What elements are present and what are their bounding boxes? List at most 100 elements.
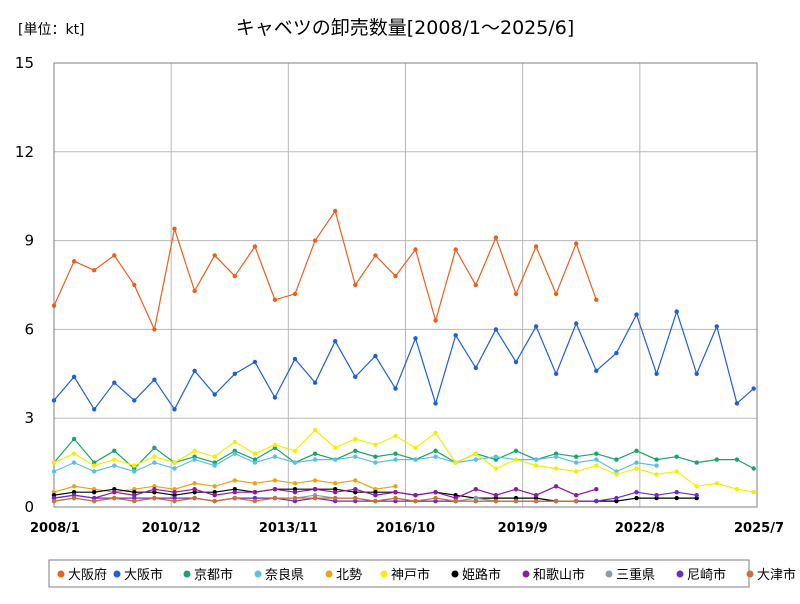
- data-point: [71, 495, 77, 501]
- data-point: [172, 466, 177, 471]
- data-point: [252, 451, 258, 456]
- data-point: [473, 498, 478, 504]
- data-point: [413, 247, 418, 252]
- data-point: [172, 460, 177, 465]
- data-point: [272, 495, 278, 501]
- data-point: [212, 484, 217, 489]
- data-point: [92, 407, 97, 412]
- data-point: [634, 460, 639, 465]
- legend-item-6: 姫路市: [451, 567, 501, 583]
- legend-label: 京都市: [194, 567, 233, 583]
- data-point: [674, 490, 679, 495]
- data-point: [312, 451, 318, 456]
- legend-marker: [676, 570, 684, 578]
- legend-label: 姫路市: [462, 567, 501, 583]
- data-point: [553, 454, 559, 459]
- legend-item-9: 尼崎市: [676, 567, 726, 583]
- data-point: [333, 481, 338, 486]
- x-tick-label: 2025/7: [734, 521, 784, 536]
- data-point: [751, 466, 756, 471]
- data-point: [92, 463, 97, 468]
- data-point: [312, 487, 318, 492]
- data-point: [353, 478, 358, 483]
- data-point: [353, 282, 358, 288]
- x-tick-label: 2013/11: [259, 521, 318, 536]
- data-point: [654, 493, 659, 498]
- legend-label: 大阪府: [68, 568, 107, 583]
- data-point: [112, 490, 117, 495]
- data-point: [533, 244, 539, 249]
- data-point: [614, 457, 619, 462]
- legend-item-2: 京都市: [183, 567, 233, 583]
- data-point: [553, 291, 559, 297]
- data-point: [292, 448, 298, 453]
- legend-marker: [254, 570, 262, 578]
- data-point: [232, 490, 237, 495]
- data-point: [333, 457, 338, 462]
- data-point: [292, 490, 298, 495]
- data-point: [453, 247, 458, 252]
- data-point: [172, 498, 177, 504]
- data-point: [513, 359, 519, 365]
- data-point: [51, 498, 57, 504]
- data-point: [333, 490, 338, 495]
- data-point: [373, 460, 378, 465]
- legend-marker: [451, 570, 459, 578]
- data-point: [674, 309, 679, 314]
- data-point: [493, 454, 499, 459]
- y-tick-label: 9: [24, 232, 34, 250]
- data-point: [393, 490, 398, 495]
- x-tick-label: 2016/10: [376, 521, 435, 536]
- data-point: [634, 312, 639, 317]
- data-point: [232, 478, 237, 483]
- data-point: [714, 324, 719, 329]
- data-point: [413, 457, 418, 462]
- data-point: [433, 401, 438, 406]
- data-point: [634, 466, 639, 471]
- data-point: [373, 253, 378, 258]
- legend-marker: [57, 570, 65, 578]
- data-point: [312, 427, 318, 433]
- data-point: [714, 481, 719, 486]
- legend-label: 尼崎市: [687, 567, 726, 583]
- series-line: [53, 309, 755, 411]
- x-tick-label: 2008/1: [30, 521, 80, 536]
- legend-label: 奈良県: [265, 567, 304, 583]
- data-point: [272, 395, 278, 400]
- data-point: [112, 495, 117, 501]
- data-point: [272, 454, 278, 459]
- series-line: [53, 209, 597, 332]
- data-point: [574, 321, 579, 326]
- data-point: [574, 454, 579, 459]
- legend-marker: [113, 570, 121, 578]
- data-point: [192, 495, 197, 501]
- series-line: [53, 437, 754, 470]
- data-point: [413, 493, 418, 498]
- data-point: [433, 454, 438, 459]
- data-point: [393, 273, 398, 279]
- data-point: [413, 445, 418, 450]
- data-point: [353, 487, 358, 492]
- x-tick-label: 2022/8: [615, 521, 665, 536]
- legend-item-4: 北勢: [325, 568, 362, 583]
- data-point: [594, 498, 599, 504]
- data-point: [614, 472, 619, 477]
- data-point: [433, 430, 438, 436]
- data-point: [493, 466, 499, 471]
- data-point: [734, 401, 740, 406]
- data-point: [393, 386, 398, 391]
- data-point: [232, 451, 237, 456]
- data-point: [634, 448, 639, 453]
- grid-lines: [53, 62, 758, 508]
- x-tick-label: 2019/9: [498, 521, 548, 536]
- data-point: [533, 498, 539, 504]
- data-point: [654, 371, 659, 376]
- legend-item-5: 神戸市: [380, 567, 430, 583]
- data-point: [453, 333, 458, 338]
- data-point: [192, 368, 197, 373]
- legend-label: 和歌山市: [533, 567, 585, 583]
- x-tick-label: 2010/12: [142, 521, 201, 536]
- data-point: [71, 460, 77, 465]
- data-point: [594, 451, 599, 456]
